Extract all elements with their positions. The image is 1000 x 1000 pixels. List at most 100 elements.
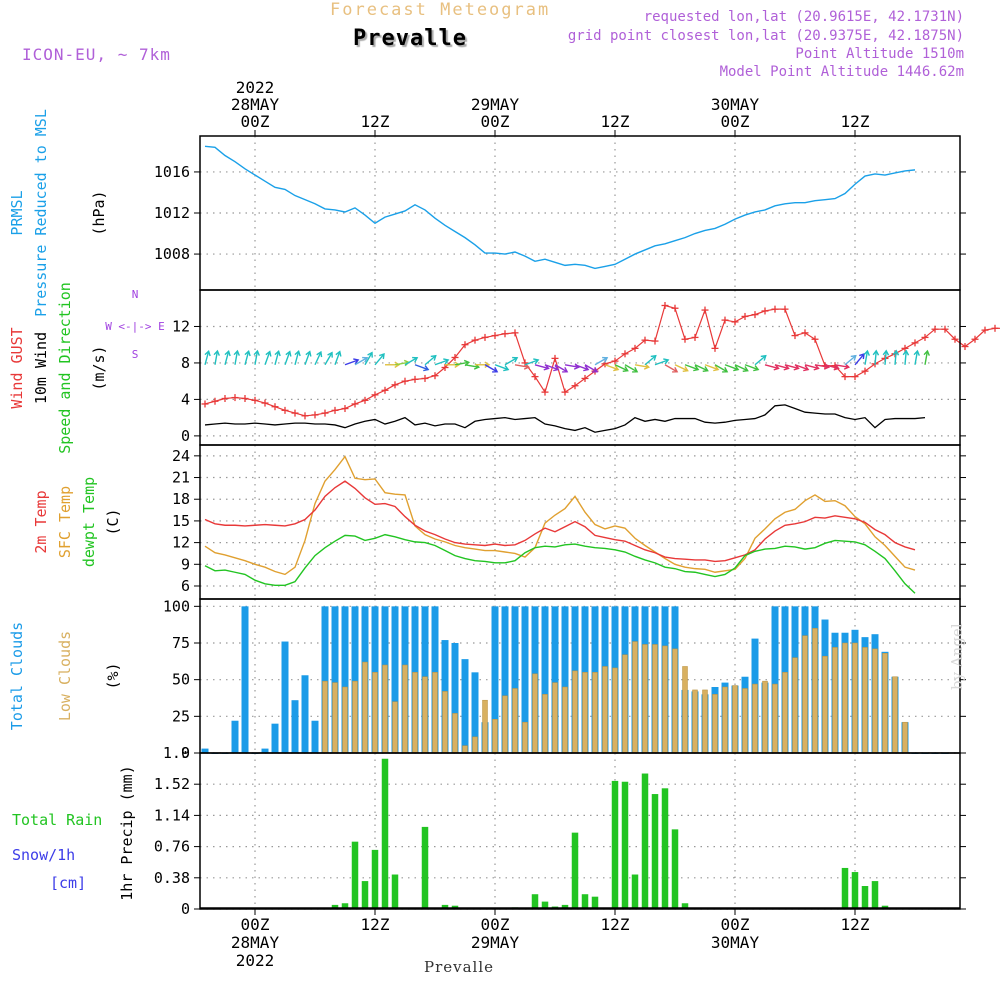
wind-arrow-shaft (214, 350, 219, 365)
model-label: ICON-EU, ~ 7km (22, 45, 171, 64)
wind-arrow-head (367, 351, 373, 358)
wind-arrow-head (872, 349, 880, 356)
wind-arrow-shaft (314, 351, 322, 366)
wind-arrow-head (722, 367, 729, 373)
wind-arrow-shaft (554, 364, 568, 373)
wind-unit: (m/s) (90, 345, 108, 390)
wind-direction-arrow (564, 363, 581, 370)
wind-direction-arrow (804, 364, 820, 371)
gust-marker (981, 326, 989, 334)
wind-arrow-shaft (584, 364, 598, 373)
gust-marker (751, 311, 759, 319)
low-cloud-bar (352, 680, 358, 754)
wind-arrow-head (902, 349, 910, 356)
wind-arrow-shaft (814, 364, 829, 368)
wind-arrow-shaft (794, 364, 809, 371)
low-cloud-bar (792, 657, 798, 754)
gust-marker (541, 388, 549, 396)
wind-direction-arrow (704, 364, 720, 372)
rain-bar (651, 794, 659, 909)
low-cloud-bar (572, 670, 578, 754)
gust-marker (391, 381, 399, 389)
wind-arrow-shaft (324, 352, 333, 366)
low-cloud-bar (452, 713, 458, 754)
wind-direction-arrow (244, 349, 251, 365)
gust-marker (551, 354, 559, 362)
wind-direction-arrow (674, 364, 689, 373)
gust-marker (721, 316, 729, 324)
total-cloud-bar (291, 700, 299, 753)
wind-arrow-head (583, 365, 590, 372)
y-tick-label: 4 (181, 390, 190, 408)
gust-marker (841, 373, 849, 381)
low-cloud-bar (802, 635, 808, 754)
wind-arrow-shaft (784, 364, 799, 370)
top-time-label: 00Z (481, 112, 510, 131)
gust-marker (301, 412, 309, 420)
low-cloud-bar (832, 647, 838, 754)
rain-bar (671, 829, 679, 909)
low-cloud-bar (732, 685, 738, 754)
wind-arrow-shaft (204, 351, 210, 365)
wind-direction-arrow (764, 364, 780, 371)
wind-direction-arrow (284, 350, 292, 366)
total-cloud-bar (321, 606, 329, 753)
wind-direction-arrow (494, 364, 510, 372)
rain-bar (871, 881, 879, 909)
low-cloud-bar (772, 683, 778, 754)
y-tick-label: 50 (172, 671, 190, 689)
wind-direction-arrow (734, 364, 749, 373)
total-cloud-bar (521, 606, 529, 753)
total-cloud-bar (341, 606, 349, 753)
gust-marker (691, 333, 699, 341)
gust-marker (351, 400, 359, 408)
wind-arrow-head (592, 367, 599, 373)
wind-arrow-shaft (844, 355, 857, 366)
gust-marker (941, 325, 949, 333)
panel-frame (199, 289, 961, 446)
wind-arrow-head (613, 365, 620, 372)
gust-marker (201, 400, 209, 408)
gust-marker (741, 312, 749, 320)
wind-arrow-head (693, 365, 700, 372)
temp2m-label: 2m Temp (32, 490, 50, 553)
wind-direction-arrow (913, 349, 920, 365)
bottom-time-label: 30MAY (711, 933, 760, 952)
wind-arrow-head (443, 358, 450, 365)
low-cloud-bar (862, 647, 868, 754)
wind-arrow-shaft (234, 350, 239, 365)
gust-marker (341, 405, 349, 413)
wind-direction-arrow (253, 349, 260, 365)
low-cloud-bar (462, 745, 468, 754)
y-tick-label: 12 (172, 317, 190, 335)
gust-marker (571, 382, 579, 390)
wind-arrow-shaft (864, 350, 869, 365)
gust-marker (451, 353, 459, 361)
wind-direction-arrow (324, 351, 333, 366)
top-time-label: 00Z (721, 112, 750, 131)
wind-arrow-head (379, 353, 385, 360)
wind-arrow-head (672, 367, 679, 373)
wind-arrow-shaft (694, 364, 708, 372)
wind-direction-arrow (364, 351, 373, 366)
gust-marker (421, 374, 429, 382)
gust-marker (381, 386, 389, 394)
y-tick-label: 1012 (154, 204, 190, 222)
low-cloud-bar (632, 641, 638, 754)
wind-arrow-head (733, 365, 740, 372)
wind-arrow-shaft (614, 364, 628, 372)
wind-direction-arrow (724, 364, 740, 372)
wind-arrow-shaft (404, 357, 418, 366)
bottom-time-label: 00Z (721, 915, 750, 934)
gust-marker (931, 325, 939, 333)
gust-marker (461, 341, 469, 349)
wind-direction-arrow (584, 364, 599, 373)
gust-marker (411, 375, 419, 383)
wind-direction-arrow (664, 364, 679, 373)
low-cloud-bar (852, 642, 858, 754)
gust-marker (631, 344, 639, 352)
total-cloud-bar (231, 720, 239, 753)
wind-arrow-shaft (854, 353, 865, 366)
gust-marker (321, 409, 329, 417)
